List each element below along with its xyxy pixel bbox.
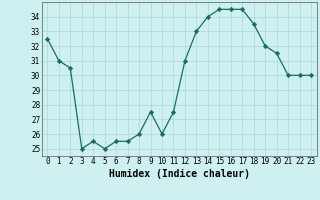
X-axis label: Humidex (Indice chaleur): Humidex (Indice chaleur) [109, 169, 250, 179]
